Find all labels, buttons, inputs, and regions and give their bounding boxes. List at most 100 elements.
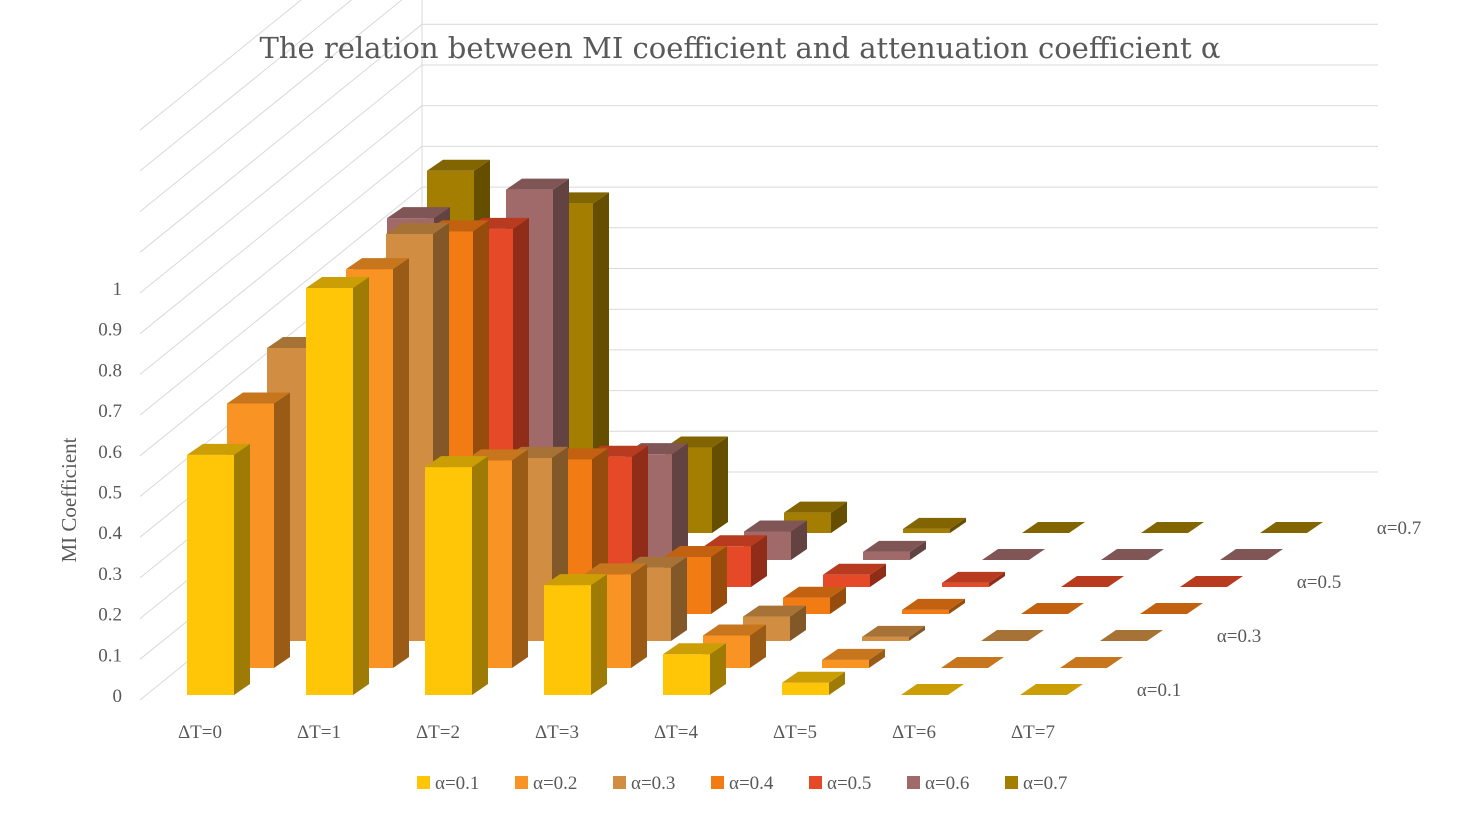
bar bbox=[902, 598, 965, 614]
chart-bars bbox=[187, 159, 1323, 696]
side-gridline bbox=[139, 64, 423, 294]
bar bbox=[187, 443, 250, 695]
bar-front bbox=[942, 582, 989, 587]
bar-top bbox=[1061, 576, 1124, 587]
bar-top bbox=[584, 563, 647, 575]
bar-side bbox=[790, 605, 806, 641]
bar-front bbox=[306, 288, 353, 695]
x-tick-label: ΔT=5 bbox=[773, 722, 817, 743]
bar-side bbox=[234, 443, 250, 695]
bar-top bbox=[1140, 603, 1203, 614]
bar-top bbox=[941, 657, 1004, 668]
bar bbox=[784, 501, 847, 533]
bar-top bbox=[1220, 549, 1283, 560]
bar-side bbox=[472, 456, 488, 695]
bar-side bbox=[870, 563, 886, 587]
bar-side bbox=[710, 643, 726, 695]
bar-top bbox=[982, 549, 1045, 560]
bar-side bbox=[512, 449, 528, 668]
bar-top bbox=[1260, 522, 1323, 533]
bar-side bbox=[989, 571, 1005, 587]
bar-side bbox=[711, 546, 727, 614]
bar-top bbox=[902, 598, 965, 610]
bar-top bbox=[1100, 630, 1163, 641]
bar-top bbox=[1021, 603, 1084, 614]
bar-side bbox=[909, 625, 925, 641]
y-tick-label: 0.6 bbox=[98, 442, 122, 463]
bar bbox=[624, 556, 687, 641]
depth-tick-label: α=0.5 bbox=[1297, 572, 1341, 593]
bar-top bbox=[903, 517, 966, 529]
y-tick-label: 0.3 bbox=[98, 564, 122, 585]
bar bbox=[981, 630, 1044, 642]
side-gridline bbox=[139, 0, 353, 172]
bar-top bbox=[784, 501, 847, 513]
bar-side bbox=[829, 671, 845, 695]
bar-top bbox=[743, 605, 806, 617]
legend-item: α=0.7 bbox=[1005, 773, 1067, 794]
bar bbox=[822, 648, 885, 668]
bar-side bbox=[949, 598, 965, 614]
bar bbox=[941, 657, 1004, 669]
legend-label: α=0.2 bbox=[533, 773, 577, 794]
bar-front bbox=[862, 636, 909, 641]
legend-label: α=0.4 bbox=[729, 773, 774, 794]
y-tick-label: 0.8 bbox=[98, 360, 122, 381]
bar-side bbox=[791, 520, 807, 560]
bar-front bbox=[187, 454, 234, 695]
side-gridline bbox=[139, 146, 423, 375]
bar-top bbox=[1022, 522, 1085, 533]
depth-tick-label: α=0.1 bbox=[1137, 680, 1181, 701]
bar-side bbox=[632, 445, 648, 587]
bar bbox=[1021, 603, 1084, 615]
bar-top bbox=[981, 630, 1044, 641]
bar-top bbox=[942, 571, 1005, 583]
y-tick-label: 0.4 bbox=[98, 523, 122, 544]
bar-side bbox=[712, 436, 728, 533]
legend-item: α=0.6 bbox=[907, 773, 969, 794]
bar-top bbox=[822, 648, 885, 660]
bar-side bbox=[830, 586, 846, 614]
x-tick-label: ΔT=4 bbox=[654, 722, 699, 743]
x-tick-label: ΔT=3 bbox=[535, 722, 579, 743]
side-gridline bbox=[139, 23, 423, 253]
side-gridline bbox=[139, 0, 403, 212]
legend-swatch bbox=[417, 776, 430, 789]
bar-top bbox=[663, 643, 726, 655]
bar-front bbox=[425, 467, 472, 695]
bar-side bbox=[672, 443, 688, 560]
bar-side bbox=[831, 501, 847, 533]
bar-top bbox=[506, 178, 569, 190]
bar-front bbox=[823, 574, 870, 587]
bar-top bbox=[1060, 657, 1123, 668]
bar-top bbox=[782, 671, 845, 683]
bar-top bbox=[664, 546, 727, 558]
bar bbox=[1060, 657, 1123, 669]
bar-top bbox=[863, 540, 926, 552]
bar bbox=[1260, 522, 1323, 534]
bar bbox=[306, 277, 369, 695]
bar bbox=[942, 571, 1005, 587]
y-tick-label: 0 bbox=[113, 686, 123, 707]
bar-front bbox=[863, 551, 910, 560]
side-gridline bbox=[139, 0, 302, 131]
legend-item: α=0.4 bbox=[711, 773, 774, 794]
bar-top bbox=[187, 443, 250, 455]
y-axis-title: MI Coefficient bbox=[57, 437, 81, 562]
bar bbox=[1180, 576, 1243, 588]
bar-side bbox=[671, 556, 687, 641]
bar bbox=[863, 540, 926, 560]
bar-top bbox=[1180, 576, 1243, 587]
bar bbox=[982, 549, 1045, 561]
x-tick-label: ΔT=6 bbox=[892, 722, 936, 743]
bar bbox=[1022, 522, 1085, 534]
y-tick-label: 0.2 bbox=[98, 605, 122, 626]
bar bbox=[425, 456, 488, 695]
bar-side bbox=[353, 277, 369, 695]
bar-side bbox=[631, 563, 647, 668]
legend-swatch bbox=[613, 776, 626, 789]
y-tick-label: 1 bbox=[113, 279, 123, 300]
bar-top bbox=[744, 520, 807, 532]
bar-top bbox=[862, 625, 925, 637]
